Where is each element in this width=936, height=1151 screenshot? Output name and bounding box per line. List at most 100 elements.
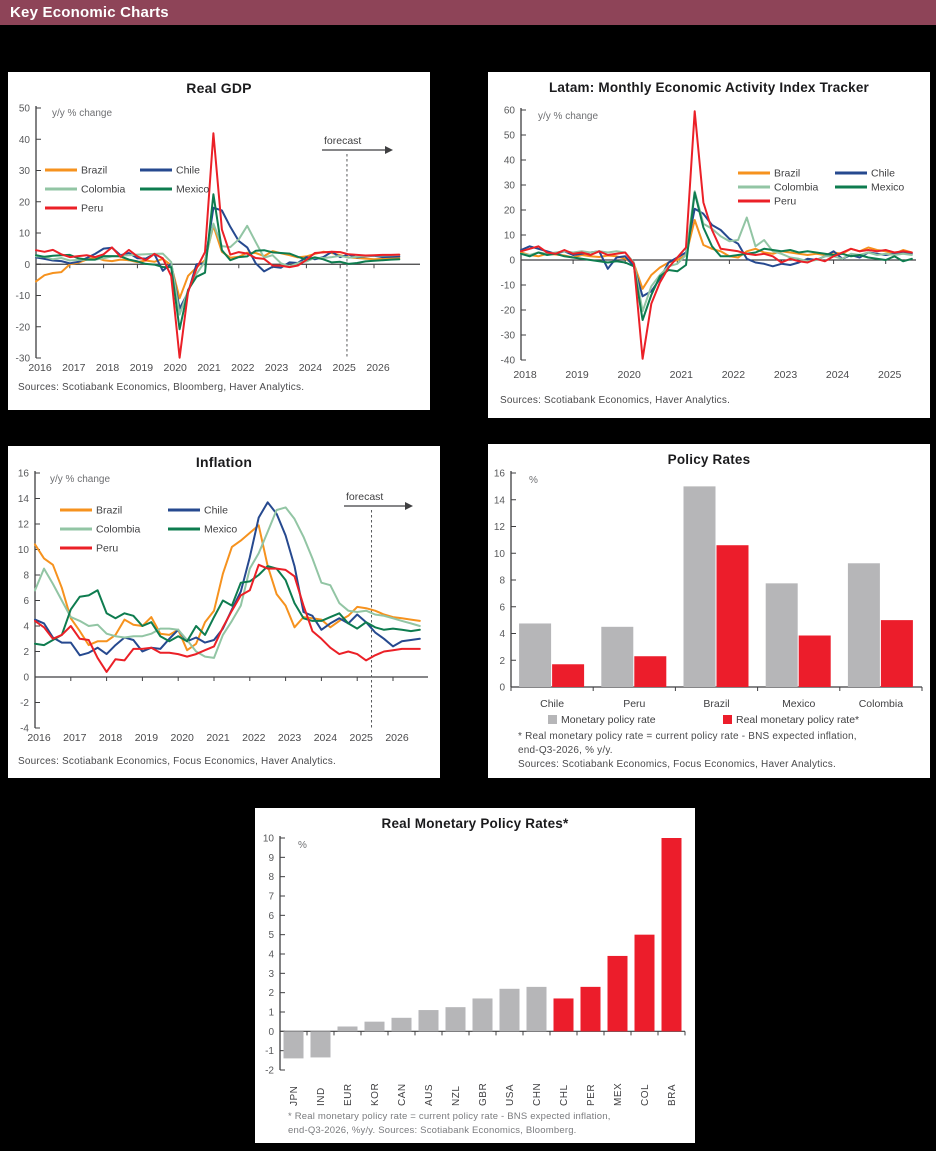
latam-tracker-sources: Sources: Scotiabank Economics, Haver Ana… xyxy=(500,395,731,406)
footnote-line: * Real monetary policy rate = current po… xyxy=(518,731,857,742)
svg-text:2025: 2025 xyxy=(333,362,357,374)
svg-text:Colombia: Colombia xyxy=(774,182,819,194)
svg-text:CAN: CAN xyxy=(397,1083,408,1106)
svg-text:2016: 2016 xyxy=(28,362,52,374)
svg-text:-1: -1 xyxy=(265,1046,274,1057)
real-policy-rates-panel: Real Monetary Policy Rates* -2 -1 0 1 2 3 4 5 6 7… xyxy=(255,808,695,1143)
svg-text:9: 9 xyxy=(268,853,274,864)
svg-text:-2: -2 xyxy=(265,1066,274,1077)
svg-text:2020: 2020 xyxy=(618,369,642,381)
svg-text:2016: 2016 xyxy=(27,732,51,744)
svg-text:-10: -10 xyxy=(16,291,31,302)
svg-text:4: 4 xyxy=(499,629,505,640)
svg-text:2022: 2022 xyxy=(242,732,266,744)
svg-text:-2: -2 xyxy=(20,698,29,709)
latam-tracker-title: Latam: Monthly Economic Activity Index T… xyxy=(548,80,870,95)
svg-text:2: 2 xyxy=(268,988,274,999)
real-gdp-title: Real GDP xyxy=(186,80,252,96)
policy-rates-panel: Policy Rates 0 2 4 6 8 10 12 14 16% Chile Peru Braz… xyxy=(488,444,930,778)
svg-text:KOR: KOR xyxy=(370,1083,381,1106)
svg-text:10: 10 xyxy=(18,545,30,556)
svg-text:-10: -10 xyxy=(501,281,516,292)
svg-text:-4: -4 xyxy=(20,724,29,735)
svg-text:EUR: EUR xyxy=(343,1083,354,1106)
real-policy-rates-footnote: * Real monetary policy rate = current po… xyxy=(288,1110,611,1138)
svg-text:30: 30 xyxy=(504,181,516,192)
svg-text:y/y % change: y/y % change xyxy=(538,111,598,122)
svg-text:16: 16 xyxy=(494,469,506,480)
svg-text:2021: 2021 xyxy=(670,369,694,381)
svg-text:COL: COL xyxy=(640,1084,651,1106)
svg-text:2021: 2021 xyxy=(197,362,221,374)
svg-text:Colombia: Colombia xyxy=(81,184,126,196)
svg-text:6: 6 xyxy=(499,602,505,613)
svg-text:40: 40 xyxy=(504,156,516,167)
svg-text:2020: 2020 xyxy=(171,732,195,744)
svg-text:12: 12 xyxy=(18,520,30,531)
svg-text:60: 60 xyxy=(504,106,516,117)
svg-text:Real monetary policy rate*: Real monetary policy rate* xyxy=(736,714,859,726)
svg-text:y/y % change: y/y % change xyxy=(52,108,112,119)
svg-text:14: 14 xyxy=(494,495,506,506)
svg-text:CHN: CHN xyxy=(532,1083,543,1106)
svg-text:Monetary policy rate: Monetary policy rate xyxy=(561,714,656,726)
svg-text:8: 8 xyxy=(268,872,274,883)
svg-text:10: 10 xyxy=(19,229,31,240)
svg-text:14: 14 xyxy=(18,494,30,505)
svg-text:IND: IND xyxy=(316,1087,327,1106)
svg-text:2021: 2021 xyxy=(206,732,230,744)
inflation-sources: Sources: Scotiabank Economics, Focus Eco… xyxy=(18,756,336,767)
svg-text:2024: 2024 xyxy=(299,362,323,374)
svg-text:10: 10 xyxy=(263,834,275,845)
svg-text:-40: -40 xyxy=(501,356,516,367)
svg-text:0: 0 xyxy=(499,683,505,694)
svg-text:20: 20 xyxy=(19,197,31,208)
svg-text:2018: 2018 xyxy=(96,362,120,374)
svg-text:%: % xyxy=(298,840,307,851)
svg-text:2022: 2022 xyxy=(722,369,746,381)
svg-text:BRA: BRA xyxy=(667,1084,678,1106)
svg-text:2024: 2024 xyxy=(826,369,850,381)
svg-text:2019: 2019 xyxy=(135,732,159,744)
svg-text:40: 40 xyxy=(19,135,31,146)
svg-text:Mexico: Mexico xyxy=(204,524,237,536)
svg-text:30: 30 xyxy=(19,166,31,177)
svg-text:20: 20 xyxy=(504,206,516,217)
svg-text:0: 0 xyxy=(24,260,30,271)
svg-text:4: 4 xyxy=(23,622,29,633)
inflation-title: Inflation xyxy=(195,454,253,470)
svg-text:8: 8 xyxy=(23,571,29,582)
svg-text:Brazil: Brazil xyxy=(96,505,122,517)
inflation-chart: -4 -2 0 2 4 6 8 10 12 14 16 y/y % change 2016 2017 201… xyxy=(18,469,428,744)
section-header: Key Economic Charts xyxy=(0,0,936,25)
svg-text:-30: -30 xyxy=(16,354,31,365)
svg-text:Peru: Peru xyxy=(81,203,103,215)
svg-text:6: 6 xyxy=(268,911,274,922)
svg-text:forecast: forecast xyxy=(324,135,361,147)
svg-text:CHL: CHL xyxy=(559,1084,570,1106)
svg-text:2: 2 xyxy=(499,656,505,667)
svg-text:3: 3 xyxy=(268,969,274,980)
svg-text:Brazil: Brazil xyxy=(81,165,107,177)
svg-text:Chile: Chile xyxy=(204,505,228,517)
svg-text:50: 50 xyxy=(19,104,31,115)
latam-tracker-panel: Latam: Monthly Economic Activity Index T… xyxy=(488,72,930,418)
svg-text:GBR: GBR xyxy=(478,1083,489,1106)
footnote-line: end-Q3-2026, %y/y. Sources: Scotiabank E… xyxy=(288,1125,577,1136)
latam-tracker-chart: -40 -30 -20 -10 0 10 20 30 40 50 60 y/y % change 201… xyxy=(501,106,916,381)
svg-text:2020: 2020 xyxy=(164,362,188,374)
policy-rates-sources: Sources: Scotiabank Economics, Focus Eco… xyxy=(518,759,836,770)
svg-text:10: 10 xyxy=(504,231,516,242)
real-policy-rates-title: Real Monetary Policy Rates* xyxy=(381,816,569,831)
footnote-line: * Real monetary policy rate = current po… xyxy=(288,1111,611,1122)
svg-text:y/y % change: y/y % change xyxy=(50,474,110,485)
svg-text:1: 1 xyxy=(268,1008,274,1019)
svg-text:Peru: Peru xyxy=(96,543,118,555)
svg-text:Mexico: Mexico xyxy=(782,698,815,710)
policy-rates-title: Policy Rates xyxy=(667,452,751,467)
svg-text:forecast: forecast xyxy=(346,491,383,503)
svg-text:2018: 2018 xyxy=(513,369,537,381)
svg-text:NZL: NZL xyxy=(451,1086,462,1106)
svg-text:USA: USA xyxy=(505,1084,516,1106)
real-gdp-sources: Sources: Scotiabank Economics, Bloomberg… xyxy=(18,382,305,393)
